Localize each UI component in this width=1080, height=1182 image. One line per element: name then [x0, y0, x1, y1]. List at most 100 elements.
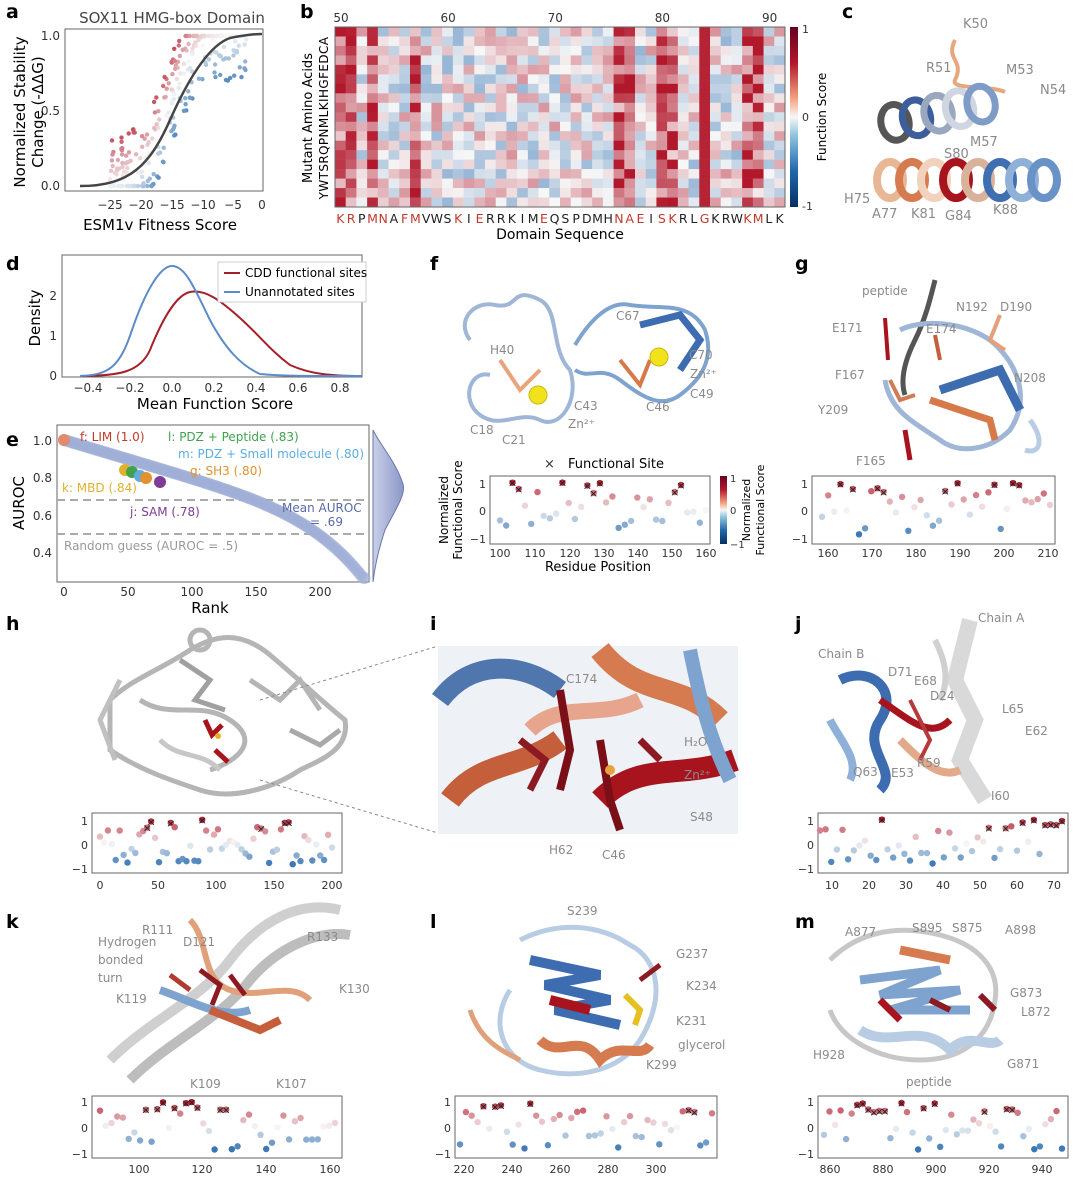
panel-h-xtick: 100 — [206, 879, 227, 892]
panel-b-heatmap-cell — [420, 93, 432, 104]
panel-f-legend-label: Functional Site — [568, 457, 664, 472]
panel-b-xlabel: Domain Sequence — [496, 227, 624, 243]
panel-b-heatmap-cell — [335, 74, 347, 85]
panel-b-heatmap-cell — [602, 121, 614, 132]
panel-h-ytick: 1 — [81, 815, 88, 828]
residue-point — [970, 1116, 977, 1123]
panel-b-heatmap-cell — [592, 74, 604, 85]
residue-point — [1058, 1145, 1066, 1152]
panel-e-point — [133, 456, 146, 469]
panel-b-heatmap-cell — [656, 178, 668, 189]
panel-b-heatmap-cell — [763, 102, 775, 113]
residue-point — [154, 1105, 161, 1113]
panel-e-point — [104, 447, 117, 460]
panel-e-point — [182, 471, 195, 484]
panel-e-point — [333, 545, 346, 558]
panel-b-sequence-letter: M — [410, 211, 421, 226]
panel-e-point — [69, 437, 82, 450]
panel-b-heatmap-cell — [463, 140, 475, 151]
residue-point — [942, 487, 949, 495]
functional-site-mark: × — [558, 477, 567, 490]
panel-b-heatmap-cell — [442, 121, 454, 132]
panel-b-heatmap-cell — [345, 140, 357, 151]
residue-point — [562, 1132, 569, 1139]
panel-b-heatmap-cell — [517, 159, 529, 170]
panel-b-heatmap-cell — [549, 27, 561, 37]
panel-b-heatmap-cell — [667, 112, 679, 123]
panel-e-point — [316, 531, 329, 544]
panel-b-heatmap-cell — [410, 27, 422, 37]
panel-e-point — [337, 549, 349, 562]
residue-point — [119, 1114, 127, 1121]
panel-b-heatmap-cell — [410, 55, 422, 66]
panel-h-xtick: 200 — [322, 879, 343, 892]
residue-point — [274, 1124, 281, 1131]
panel-b-heatmap-cell — [388, 64, 400, 75]
panel-a-point — [126, 150, 132, 155]
panel-b-heatmap-cell — [635, 112, 647, 123]
residue-point — [855, 531, 863, 538]
panel-b-heatmap-cell — [645, 178, 657, 189]
panel-b-heatmap-cell — [763, 159, 775, 170]
panel-h-ytick: 0 — [81, 839, 88, 852]
panel-b-heatmap-cell — [613, 121, 625, 132]
panel-a-title: SOX11 HMG-box Domain — [79, 9, 265, 27]
panel-b-heatmap-cell — [710, 169, 722, 179]
panel-b-heatmap-cell — [635, 64, 647, 75]
panel-b-heatmap-cell — [774, 27, 786, 37]
residue-point — [533, 1112, 540, 1119]
panel-b-heatmap-cell — [420, 74, 432, 85]
panel-b-heatmap-cell — [763, 64, 775, 75]
panel-b-heatmap-cell — [345, 55, 357, 66]
panel-e-point — [278, 507, 291, 520]
panel-e-point — [343, 555, 356, 568]
panel-b-heatmap-cell — [506, 64, 518, 75]
panel-j-label: E62 — [1025, 724, 1048, 738]
panel-b-heatmap-cell — [645, 197, 657, 208]
panel-a-xtick: 0 — [258, 198, 266, 212]
panel-f-xtick: 150 — [662, 547, 683, 560]
residue-point — [320, 856, 328, 864]
panel-b-heatmap-cell — [645, 27, 657, 37]
residue-point — [609, 493, 616, 500]
panel-b-heatmap-cell — [517, 64, 529, 75]
panel-b-heatmap-cell — [560, 36, 572, 47]
panel-e-point — [205, 478, 218, 491]
panel-a-point — [212, 70, 217, 75]
residue-point — [942, 1126, 949, 1134]
panel-b-heatmap-cell — [592, 140, 604, 151]
residue-point — [132, 849, 139, 857]
panel-b-heatmap-cell — [688, 83, 700, 94]
panel-l-label: K234 — [686, 979, 717, 993]
panel-e-point — [347, 560, 360, 573]
functional-site-mark: × — [1008, 1103, 1017, 1116]
panel-b-heatmap-cell — [506, 36, 518, 47]
panel-b-sequence-letter: S — [444, 211, 452, 226]
panel-b-heatmap-cell — [570, 74, 582, 85]
panel-b-heatmap-cell — [688, 121, 700, 132]
panel-b-heatmap-cell — [570, 102, 582, 113]
panel-b-heatmap-cell — [517, 188, 529, 198]
panel-b-heatmap-cell — [495, 121, 507, 132]
panel-b-heatmap-cell — [710, 150, 722, 160]
panel-b-heatmap-cell — [720, 197, 732, 208]
panel-b-heatmap-cell — [377, 27, 389, 37]
panel-b-heatmap-cell — [335, 188, 347, 198]
residue-point — [234, 1143, 241, 1150]
panel-e-point — [141, 458, 154, 471]
panel-a-point — [126, 183, 131, 189]
panel-b-sequence-letter: H — [603, 211, 612, 226]
panel-b-heatmap-cell — [742, 169, 754, 179]
panel-b-heatmap-cell — [442, 83, 454, 94]
panel-b-heatmap-cell — [560, 131, 572, 141]
panel-a-xtick: −5 — [224, 198, 242, 212]
panel-a-point — [196, 76, 202, 81]
residue-point — [96, 1107, 104, 1114]
panel-e-xlabel: Rank — [191, 599, 229, 617]
residue-point — [659, 517, 666, 525]
panel-b-heatmap-cell — [742, 131, 754, 141]
panel-b-heatmap-cell — [581, 150, 593, 160]
residue-point — [206, 846, 214, 853]
panel-b-heatmap-cell — [667, 64, 679, 75]
panel-b-heatmap-cell — [399, 188, 411, 198]
